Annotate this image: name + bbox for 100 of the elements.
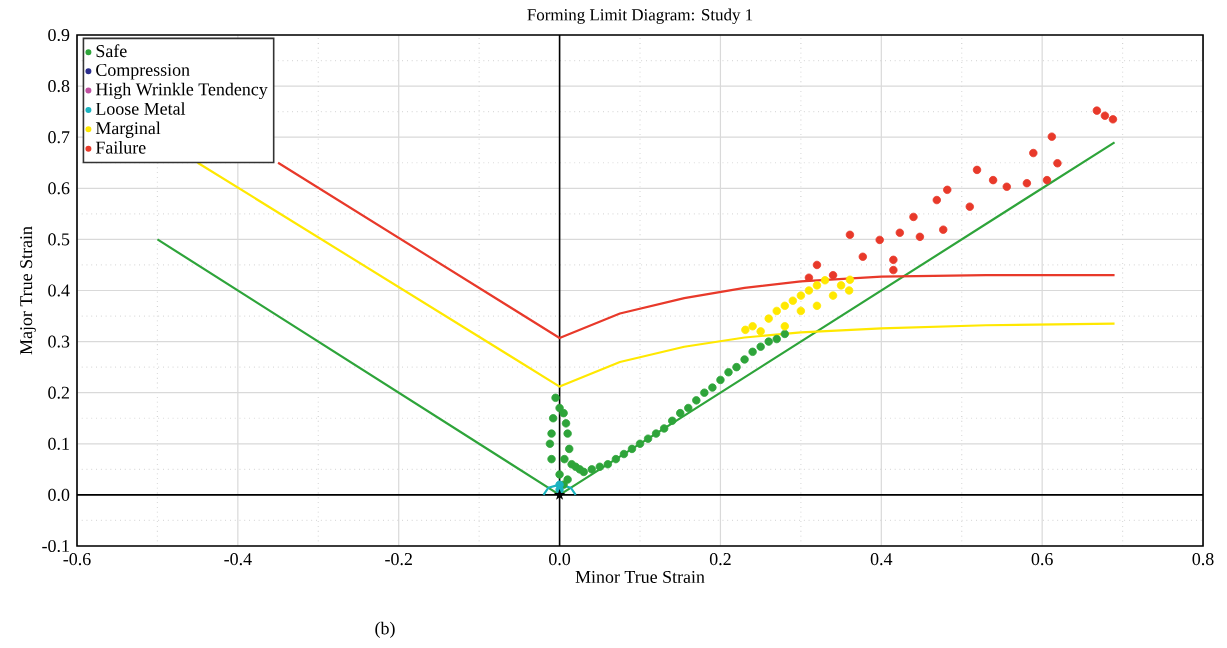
point [1108, 115, 1118, 124]
y-tick-label: 0.8 [48, 80, 70, 93]
point [828, 270, 838, 280]
point [551, 393, 560, 402]
x-tick-label: 0.2 [709, 553, 731, 566]
point [548, 414, 558, 423]
point [909, 212, 918, 222]
point [812, 260, 822, 270]
point [875, 235, 884, 245]
point [732, 362, 741, 372]
point [603, 460, 613, 469]
point [812, 281, 822, 290]
point [741, 325, 750, 335]
legend-label: Failure [95, 141, 146, 154]
point [804, 273, 814, 282]
point [772, 306, 781, 316]
point [547, 454, 556, 464]
point [820, 276, 830, 285]
point [1002, 182, 1011, 191]
point [1100, 111, 1110, 120]
point [1092, 106, 1102, 115]
point [651, 429, 661, 438]
y-tick-label: -0.1 [42, 539, 69, 553]
y-tick-label: 0.2 [48, 386, 69, 399]
point [788, 296, 798, 305]
point [611, 454, 621, 464]
point [895, 228, 904, 237]
point [561, 419, 571, 428]
text: (b) [375, 621, 395, 639]
point [939, 225, 948, 234]
chart-title: Forming Limit Diagram: Study 1 [527, 8, 753, 24]
point [972, 165, 982, 175]
legend-label: High Wrinkle Tendency [95, 82, 268, 100]
point [547, 429, 556, 438]
point [943, 185, 952, 195]
y-tick-label: 0.1 [48, 437, 69, 450]
point [780, 329, 789, 339]
y-tick-label: 0.4 [48, 284, 70, 297]
y-tick-label: 0.7 [48, 131, 70, 144]
point [988, 175, 998, 185]
point [563, 475, 572, 484]
x-tick-label: 0.4 [870, 553, 893, 566]
x-tick-label: 0.0 [549, 553, 571, 566]
y-tick-label: 0.0 [48, 488, 70, 501]
x-tick-label: -0.2 [385, 553, 412, 566]
point [804, 286, 814, 295]
point [1029, 148, 1038, 158]
point [915, 232, 925, 242]
point [845, 275, 855, 284]
y-tick-label: 0.5 [48, 233, 70, 246]
point [668, 416, 677, 425]
point [676, 408, 685, 418]
y-tick-label: 0.3 [48, 335, 70, 348]
point [812, 301, 822, 311]
point [643, 434, 653, 443]
point [545, 439, 555, 448]
point [756, 342, 765, 351]
point [708, 383, 717, 392]
y-axis-title: Major True Strain [20, 226, 36, 355]
point [932, 195, 941, 205]
point [1047, 132, 1056, 141]
point [595, 462, 604, 471]
legend-label: Loose Metal [95, 102, 186, 115]
point [579, 467, 588, 477]
point [684, 403, 693, 413]
x-axis-title: Minor True Strain [575, 570, 705, 583]
point [1042, 175, 1052, 185]
point [565, 444, 574, 454]
point [836, 281, 846, 290]
point [796, 291, 806, 300]
point [560, 454, 569, 464]
point [555, 480, 564, 489]
point [772, 334, 781, 344]
point [716, 375, 725, 385]
point [619, 449, 629, 459]
point [555, 470, 564, 479]
point [965, 202, 974, 211]
legend-label: Safe [96, 44, 127, 58]
point [844, 286, 854, 295]
point [764, 314, 773, 323]
legend-label: Marginal [95, 121, 161, 138]
point [889, 255, 898, 265]
point [692, 396, 701, 405]
point [1053, 159, 1062, 168]
y-tick-label: 0.6 [48, 182, 70, 195]
line-series [276, 161, 1116, 340]
point [724, 368, 733, 377]
point [780, 322, 789, 331]
point [659, 424, 669, 433]
point [553, 488, 566, 500]
point [889, 265, 898, 275]
y-tick-label: 0.9 [48, 28, 70, 42]
x-tick-label: -0.6 [63, 553, 91, 566]
point [627, 444, 637, 454]
point [635, 439, 645, 448]
point [764, 337, 773, 346]
x-tick-label: 0.6 [1031, 553, 1053, 566]
point [748, 322, 757, 331]
point [756, 327, 765, 336]
point [587, 465, 596, 474]
